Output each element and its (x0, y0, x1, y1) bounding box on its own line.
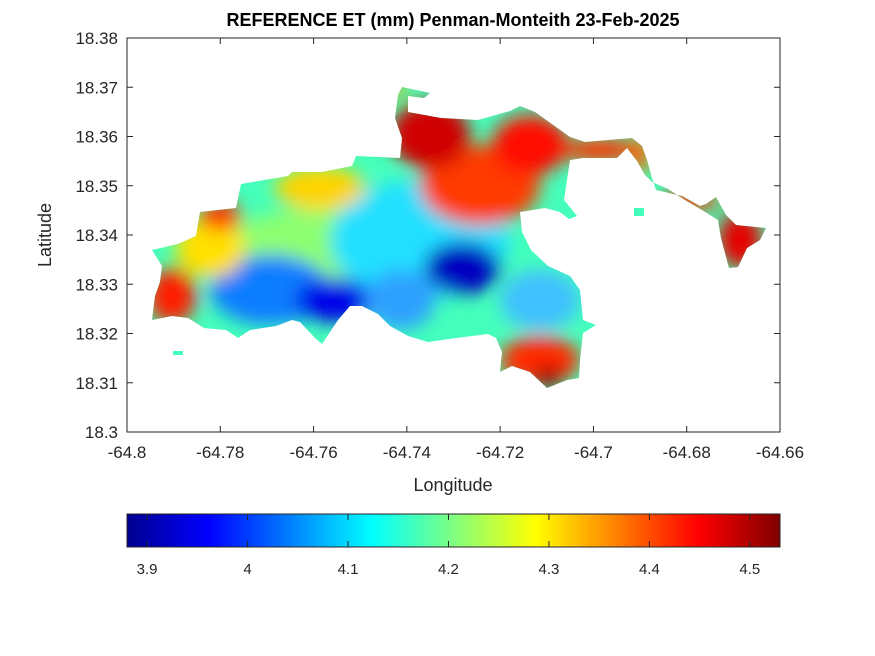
field-blob (533, 368, 563, 388)
colorbar-tick-label: 4.2 (438, 561, 459, 578)
x-tick-label: -64.78 (196, 443, 244, 462)
x-tick-label: -64.74 (383, 443, 431, 462)
field-blob (424, 242, 500, 294)
colorbar-tick-label: 4.3 (539, 561, 560, 578)
field-blob (660, 190, 720, 210)
x-tick-label: -64.8 (108, 443, 147, 462)
field-blob (390, 101, 470, 169)
x-axis-label: Longitude (413, 475, 492, 495)
colorbar-tick-label: 3.9 (137, 561, 158, 578)
field-blob (352, 87, 408, 96)
field-blob (562, 138, 638, 162)
field-blob (718, 212, 762, 268)
field-blob (365, 270, 435, 330)
colorbar-tick-label: 4.1 (338, 561, 359, 578)
field-blob (275, 166, 365, 210)
field-blob (198, 202, 242, 230)
field-blob (500, 270, 580, 330)
colorbar-tick-label: 4.4 (639, 561, 660, 578)
y-tick-label: 18.34 (75, 226, 118, 245)
y-tick-label: 18.36 (75, 128, 118, 147)
x-tick-label: -64.68 (663, 443, 711, 462)
colorbar-tick-label: 4 (243, 561, 251, 578)
y-tick-label: 18.3 (85, 423, 118, 442)
field-blob (295, 278, 375, 322)
colorbar-gradient (126, 513, 781, 548)
map-plot: -64.8 -64.78 -64.76 -64.74 -64.72 -64.7 -64.68… (75, 29, 804, 462)
y-tick-label: 18.31 (75, 374, 118, 393)
y-tick-label: 18.35 (75, 177, 118, 196)
field-blob (152, 268, 196, 324)
y-axis: 18.3 18.31 18.32 18.33 18.34 18.35 18.36 18.37 1… (75, 29, 780, 442)
y-tick-label: 18.32 (75, 325, 118, 344)
colorbar-tick-label: 4.5 (739, 561, 760, 578)
y-tick-label: 18.33 (75, 275, 118, 294)
x-tick-label: -64.7 (574, 443, 613, 462)
x-tick-label: -64.76 (289, 443, 337, 462)
chart-title: REFERENCE ET (mm) Penman-Monteith 23-Feb… (226, 10, 679, 30)
x-axis: -64.8 -64.78 -64.76 -64.74 -64.72 -64.7 -64.68… (108, 38, 804, 462)
et-field (152, 87, 762, 388)
colorbar-ticks: 3.9 4 4.1 4.2 4.3 4.4 4.5 (137, 514, 760, 578)
field-blob (630, 135, 650, 175)
x-tick-label: -64.72 (476, 443, 524, 462)
y-tick-label: 18.37 (75, 78, 118, 97)
y-tick-label: 18.38 (75, 29, 118, 48)
field-blob (492, 115, 568, 175)
y-axis-label: Latitude (35, 203, 55, 267)
x-tick-label: -64.66 (756, 443, 804, 462)
colorbar: 3.9 4 4.1 4.2 4.3 4.4 4.5 (126, 513, 781, 578)
